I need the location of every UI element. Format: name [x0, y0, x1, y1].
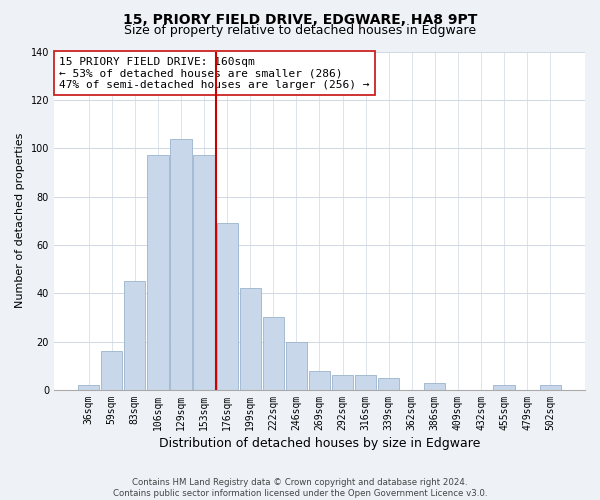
Bar [286, 342, 307, 390]
Bar [332, 376, 353, 390]
Bar [101, 352, 122, 390]
Bar [493, 385, 515, 390]
Bar [309, 370, 330, 390]
Bar [170, 138, 191, 390]
Bar [539, 385, 561, 390]
Bar [217, 223, 238, 390]
Text: 15, PRIORY FIELD DRIVE, EDGWARE, HA8 9PT: 15, PRIORY FIELD DRIVE, EDGWARE, HA8 9PT [123, 12, 477, 26]
X-axis label: Distribution of detached houses by size in Edgware: Distribution of detached houses by size … [159, 437, 480, 450]
Bar [378, 378, 400, 390]
Bar [263, 318, 284, 390]
Bar [193, 156, 215, 390]
Bar [124, 281, 145, 390]
Bar [239, 288, 261, 390]
Y-axis label: Number of detached properties: Number of detached properties [15, 133, 25, 308]
Bar [424, 382, 445, 390]
Bar [147, 156, 169, 390]
Text: Size of property relative to detached houses in Edgware: Size of property relative to detached ho… [124, 24, 476, 37]
Bar [78, 385, 99, 390]
Bar [355, 376, 376, 390]
Text: 15 PRIORY FIELD DRIVE: 160sqm
← 53% of detached houses are smaller (286)
47% of : 15 PRIORY FIELD DRIVE: 160sqm ← 53% of d… [59, 56, 370, 90]
Text: Contains HM Land Registry data © Crown copyright and database right 2024.
Contai: Contains HM Land Registry data © Crown c… [113, 478, 487, 498]
